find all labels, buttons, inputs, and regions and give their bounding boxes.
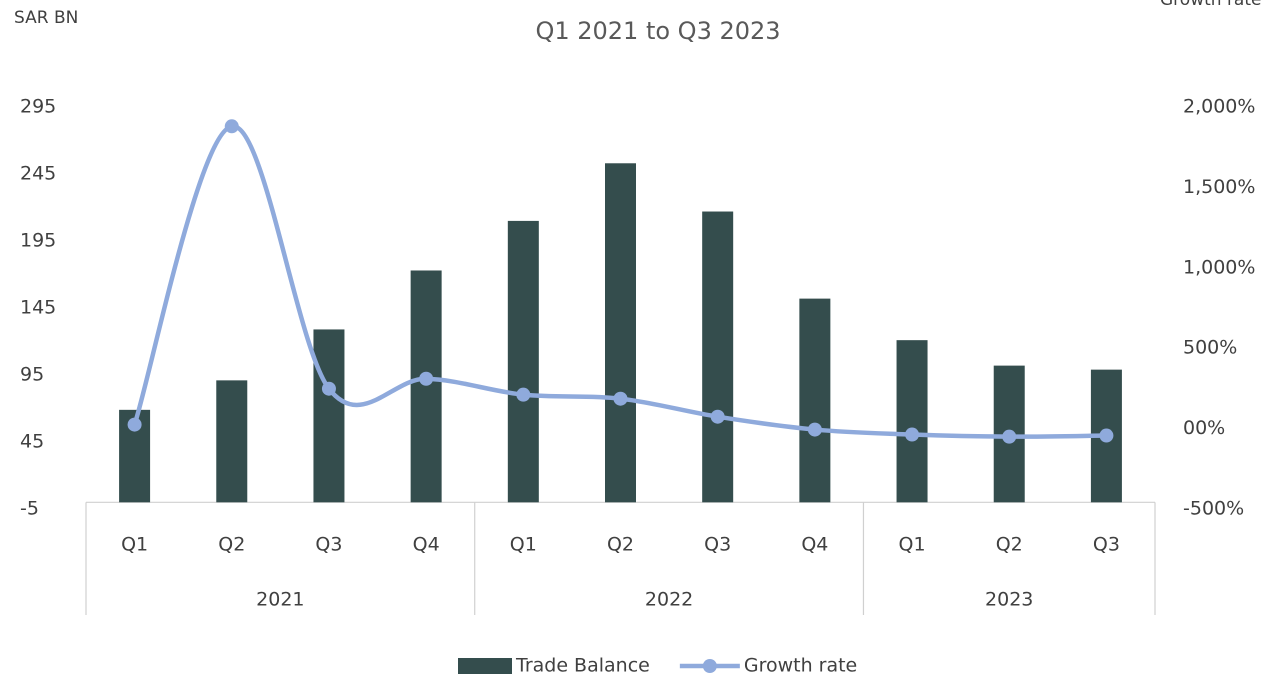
bar xyxy=(313,329,345,503)
y2-tick-label: 1,500% xyxy=(1183,176,1255,198)
chart-title: Q1 2021 to Q3 2023 xyxy=(535,17,780,45)
legend-label: Growth rate xyxy=(744,655,857,677)
x-tick-label: Q2 xyxy=(996,534,1023,556)
line-marker xyxy=(1002,429,1017,444)
line-marker xyxy=(127,417,142,432)
y-tick-label: 45 xyxy=(20,431,44,453)
bar xyxy=(216,380,248,503)
line-marker xyxy=(321,381,336,396)
x-tick-label: Q1 xyxy=(510,534,537,556)
y2-tick-label: 00% xyxy=(1183,417,1225,439)
line-marker xyxy=(419,371,434,386)
y-tick-label: 145 xyxy=(20,297,56,319)
x-tick-label: Q4 xyxy=(413,534,440,556)
y2-tick-label: 1,000% xyxy=(1183,256,1255,278)
bar xyxy=(896,340,928,503)
x-tick-label: Q3 xyxy=(315,534,342,556)
line-marker xyxy=(516,387,531,402)
line-marker xyxy=(613,391,628,406)
bar xyxy=(605,163,636,503)
y2-axis-label: Growth rate xyxy=(1160,0,1261,10)
bar xyxy=(702,211,734,503)
bar xyxy=(507,220,539,503)
x-tick-label: Q2 xyxy=(607,534,634,556)
y-axis-label: SAR BN xyxy=(14,8,78,28)
x-tick-label: Q3 xyxy=(704,534,731,556)
legend-swatch xyxy=(702,659,717,673)
x-group-label: 2021 xyxy=(256,589,304,611)
x-tick-label: Q2 xyxy=(218,534,245,556)
x-tick-label: Q1 xyxy=(121,534,148,556)
y-tick-label: 195 xyxy=(20,230,56,252)
y-tick-label: 95 xyxy=(20,364,44,386)
line-marker xyxy=(807,422,822,437)
line-marker xyxy=(905,427,920,442)
x-tick-label: Q4 xyxy=(801,534,828,556)
y-tick-label: -5 xyxy=(20,498,39,520)
bar xyxy=(799,298,831,503)
x-tick-label: Q3 xyxy=(1093,534,1120,556)
line-marker xyxy=(710,409,725,424)
x-group-label: 2023 xyxy=(985,589,1033,611)
y2-tick-label: 2,000% xyxy=(1183,96,1255,118)
bar xyxy=(410,270,442,503)
x-group-label: 2022 xyxy=(645,589,693,611)
line-marker xyxy=(1099,428,1114,443)
y2-tick-label: -500% xyxy=(1183,498,1244,520)
y-tick-label: 245 xyxy=(20,163,56,185)
y-tick-label: 295 xyxy=(20,96,56,118)
x-tick-label: Q1 xyxy=(899,534,926,556)
legend-label: Trade Balance xyxy=(515,655,650,677)
line-marker xyxy=(224,119,239,134)
legend-swatch xyxy=(458,658,512,674)
y2-tick-label: 500% xyxy=(1183,337,1237,359)
